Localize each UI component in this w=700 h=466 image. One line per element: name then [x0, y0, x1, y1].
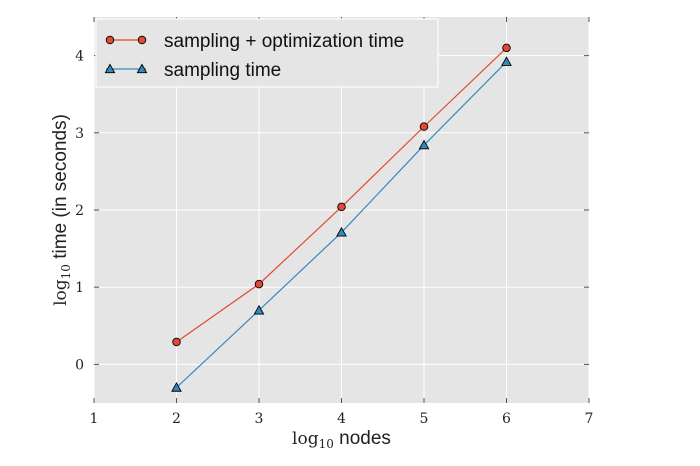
series-1: [172, 43, 511, 347]
x-axis-label: log10 nodes: [292, 428, 391, 451]
legend-label: sampling time: [164, 60, 281, 81]
y-axis-label: log10 time (in seconds): [50, 114, 73, 306]
data-point: [336, 226, 347, 237]
data-point: [171, 382, 182, 392]
data-point: [501, 56, 512, 66]
x-tick-label: 2: [172, 411, 181, 427]
data-point: [502, 43, 511, 53]
axis-ticks: 1 2 3 4 5 6 7 0 1 2 3 4: [75, 17, 593, 427]
legend-marker-end: [136, 63, 148, 74]
legend: sampling + optimization time sampling tim…: [95, 18, 439, 88]
x-tick-label: 5: [420, 411, 429, 427]
legend-item: sampling time: [104, 60, 281, 81]
legend-label: sampling + optimization time: [164, 31, 404, 52]
y-tick-label: 3: [75, 126, 84, 142]
legend-box: [95, 18, 439, 88]
x-tick-label: 7: [585, 411, 594, 427]
x-tick-label: 1: [90, 411, 99, 427]
data-point: [337, 202, 346, 212]
y-tick-label: 4: [75, 49, 84, 65]
data-point: [418, 139, 430, 150]
legend-marker-start: [104, 63, 116, 74]
legend-marker-end: [137, 35, 147, 45]
data-point: [254, 279, 264, 289]
data-point: [172, 337, 181, 347]
x-tick-label: 6: [502, 411, 511, 427]
data-point: [253, 304, 265, 315]
x-tick-label: 3: [255, 411, 264, 427]
series-layer: [171, 43, 512, 392]
y-tick-label: 1: [75, 280, 84, 296]
x-tick-label: 4: [337, 411, 346, 427]
y-tick-label: 0: [75, 357, 84, 373]
legend-item: sampling + optimization time: [105, 31, 404, 52]
data-point: [419, 122, 429, 131]
y-tick-label: 2: [75, 203, 84, 219]
series-2: [171, 56, 512, 392]
legend-marker-start: [105, 35, 115, 45]
